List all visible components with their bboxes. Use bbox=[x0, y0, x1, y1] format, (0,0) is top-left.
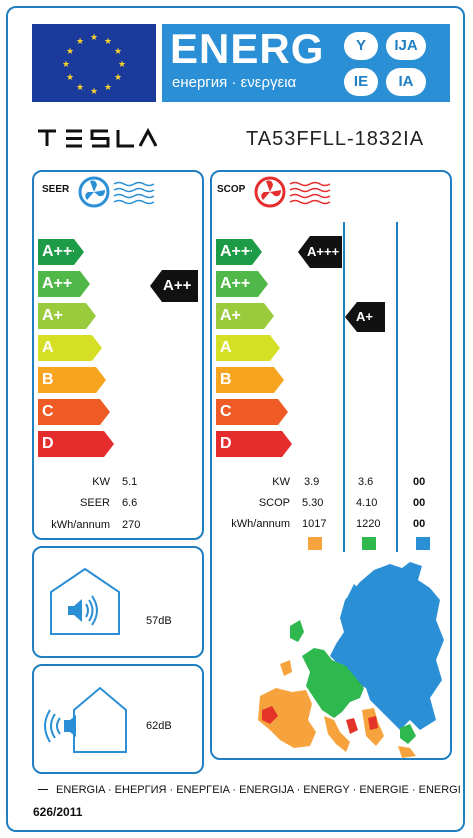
heat-class-bar-c: C bbox=[216, 399, 278, 425]
svg-text:★: ★ bbox=[90, 87, 98, 97]
heating-row-annual-zone2: 1220 bbox=[356, 518, 381, 530]
badge-ija: IJA bbox=[386, 32, 426, 60]
cooling-row-annual-label: kWh/annum bbox=[51, 519, 110, 531]
heating-row-scop-zone3: 00 bbox=[413, 497, 426, 509]
badge-y: Y bbox=[344, 32, 378, 60]
outdoor-noise-value: 62dB bbox=[146, 720, 172, 732]
cooling-bar-arrows bbox=[74, 239, 114, 457]
class-bar-b: B bbox=[38, 367, 96, 393]
indoor-noise-panel bbox=[32, 546, 204, 658]
heating-row-scop-label: SCOP bbox=[258, 497, 290, 509]
heating-row-kw-zone3: 00 bbox=[413, 476, 426, 488]
heat-class-bar-b: B bbox=[216, 367, 274, 393]
cooling-row-kw-value: 5.1 bbox=[122, 476, 138, 488]
cooling-title: SEER bbox=[42, 184, 70, 195]
label-frame bbox=[6, 6, 465, 832]
outdoor-speaker-house-icon bbox=[44, 686, 127, 753]
svg-text:★: ★ bbox=[114, 47, 122, 57]
indoor-speaker-house-icon bbox=[50, 567, 120, 635]
energy-title: ENERG bbox=[170, 25, 325, 72]
heating-rating-arrow-2 bbox=[345, 302, 385, 332]
energy-subtitle: енергия · ενεργεια bbox=[172, 74, 297, 91]
heating-row-annual-zone1: 1017 bbox=[302, 518, 327, 530]
indoor-noise-value: 57dB bbox=[146, 615, 172, 627]
class-bar-d: D bbox=[38, 431, 104, 457]
cooling-rating-arrow bbox=[150, 270, 198, 302]
svg-text:★: ★ bbox=[114, 73, 122, 83]
class-bar-a-plus-plus-plus: A+++ bbox=[38, 239, 82, 265]
eu-flag: ★ ★ ★ ★ ★ ★ ★ ★ ★ ★ ★ ★ bbox=[32, 24, 156, 102]
heating-panel bbox=[210, 170, 452, 760]
class-bar-a-plus: A+ bbox=[38, 303, 86, 329]
cooling-rating: A++ bbox=[163, 277, 192, 294]
cooling-row-seer-label: SEER bbox=[80, 497, 110, 509]
heating-rating-arrow-1 bbox=[298, 236, 342, 268]
svg-text:★: ★ bbox=[66, 73, 74, 83]
model-number: TA53FFLL-1832IA bbox=[246, 128, 425, 150]
class-bar-c: C bbox=[38, 399, 100, 425]
svg-text:★: ★ bbox=[66, 47, 74, 57]
zone-swatch-average bbox=[362, 537, 376, 550]
badge-ie: IE bbox=[344, 68, 378, 96]
heating-row-kw-zone1: 3.9 bbox=[304, 476, 320, 488]
outdoor-noise-panel bbox=[32, 664, 204, 774]
badge-ia: IA bbox=[386, 68, 426, 96]
zone-swatch-warmer bbox=[308, 537, 322, 550]
heating-row-annual-label: kWh/annum bbox=[231, 518, 290, 530]
heating-rating-1: A+++ bbox=[307, 244, 340, 259]
fan-blue-icon bbox=[78, 176, 160, 213]
heating-row-kw-label: KW bbox=[272, 476, 290, 488]
heat-class-bar-a-plus: A+ bbox=[216, 303, 264, 329]
heating-row-scop-zone1: 5.30 bbox=[302, 497, 324, 509]
heating-row-annual-zone3: 00 bbox=[413, 518, 426, 530]
brand-logo bbox=[36, 127, 158, 153]
footer-dash bbox=[38, 789, 48, 790]
class-bar-a: A bbox=[38, 335, 92, 361]
svg-text:★: ★ bbox=[104, 37, 112, 47]
zone-divider-1 bbox=[343, 222, 345, 552]
heat-class-bar-a-plus-plus: A++ bbox=[216, 271, 258, 297]
europe-climate-map bbox=[258, 562, 444, 758]
zone-divider-2 bbox=[396, 222, 398, 552]
heating-bar-arrows bbox=[252, 239, 292, 457]
heating-rating-2: A+ bbox=[356, 309, 373, 324]
heating-title: SCOP bbox=[217, 184, 246, 195]
svg-text:★: ★ bbox=[62, 60, 70, 70]
fan-red-icon bbox=[254, 176, 336, 213]
cooling-panel bbox=[32, 170, 204, 540]
svg-text:★: ★ bbox=[104, 83, 112, 93]
svg-text:★: ★ bbox=[118, 60, 126, 70]
cooling-row-annual-value: 270 bbox=[122, 519, 141, 531]
svg-text:★: ★ bbox=[76, 83, 84, 93]
cooling-row-seer-value: 6.6 bbox=[122, 497, 138, 509]
heating-row-kw-zone2: 3.6 bbox=[358, 476, 374, 488]
regulation-number: 626/2011 bbox=[33, 805, 83, 819]
heating-row-scop-zone2: 4.10 bbox=[356, 497, 378, 509]
zone-swatch-colder bbox=[416, 537, 430, 550]
svg-text:★: ★ bbox=[76, 37, 84, 47]
heat-class-bar-d: D bbox=[216, 431, 282, 457]
svg-text:★: ★ bbox=[90, 33, 98, 43]
cooling-row-kw-label: KW bbox=[92, 476, 110, 488]
class-bar-a-plus-plus: A++ bbox=[38, 271, 80, 297]
heat-class-bar-a: A bbox=[216, 335, 270, 361]
heat-class-bar-a-plus-plus-plus: A+++ bbox=[216, 239, 260, 265]
footer-languages: ENERGIA · ЕНЕРГИЯ · ΕΝΕΡΓΕΙΑ · ENERGIJA … bbox=[56, 784, 461, 796]
